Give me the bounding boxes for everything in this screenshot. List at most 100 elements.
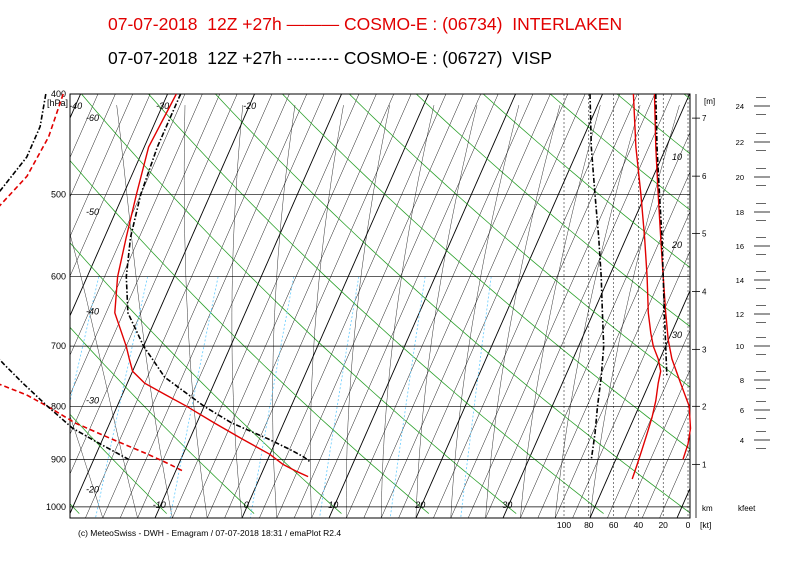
kfeet-label: 4	[740, 436, 744, 445]
height-axis-m-title: [m]	[704, 97, 715, 106]
kfeet-label: 22	[736, 138, 744, 147]
dry-adiabat-line	[683, 94, 690, 100]
temperature-left-label: -50	[86, 207, 99, 217]
title-visp: 07-07-2018 12Z +27h -·-·-·-·- COSMO-E : …	[108, 48, 552, 69]
series-line	[0, 93, 185, 473]
height-axis-m-label: 2	[702, 402, 707, 411]
isotherm-line	[589, 289, 690, 518]
kfeet-label: 14	[736, 276, 744, 285]
isotherm-line	[172, 94, 360, 518]
height-axis-m-label: 3	[702, 345, 707, 354]
pressure-tick-label: 500	[51, 190, 66, 200]
isotherm-line	[276, 94, 464, 518]
isotherm-line	[363, 94, 551, 518]
isotherm-line	[729, 94, 800, 518]
dry-adiabat-line	[70, 413, 167, 514]
wind-axis-label: [kt]	[700, 520, 711, 530]
wind-tick-label: 0	[686, 520, 691, 530]
wind-tick-label: 100	[557, 520, 571, 530]
mixing-ratio-line	[249, 276, 295, 518]
isotherm-line	[0, 94, 28, 518]
moist-adiabat-line	[415, 105, 478, 518]
pressure-tick-label: 800	[51, 401, 66, 411]
isotherm-line	[641, 408, 690, 518]
mixing-ratio-line	[319, 276, 360, 518]
title-2-station: VISP	[512, 48, 553, 68]
kfeet-label: 16	[736, 242, 744, 251]
pressure-tick-label: 400	[51, 89, 66, 99]
temperature-bottom-label: 20	[414, 500, 425, 510]
series-line	[589, 93, 605, 460]
plot-frame	[69, 93, 691, 519]
dry-adiabat-line	[81, 94, 517, 514]
dry-adiabat-line	[349, 94, 690, 388]
isotherm-line	[206, 94, 394, 518]
series-group	[0, 93, 692, 480]
moist-adiabat-line	[116, 105, 173, 518]
wind-tick-label: 60	[609, 520, 619, 530]
temperature-left-label: -30	[86, 396, 99, 406]
isotherm-line	[293, 94, 481, 518]
kfeet-label: 12	[736, 310, 744, 319]
kfeet-title: kfeet	[738, 504, 756, 513]
moist-adiabat-line	[555, 105, 641, 518]
pressure-tick-label: 900	[51, 454, 66, 464]
dry-adiabat-line	[70, 242, 342, 514]
isotherm-line	[102, 94, 290, 518]
isotherm-label: -30	[156, 101, 169, 111]
isotherm-line	[537, 171, 690, 518]
mixing-ratio-line	[95, 276, 148, 518]
isotherm-line	[311, 94, 499, 518]
kfeet-label: 6	[740, 406, 744, 415]
pressure-tick-label: 700	[51, 341, 66, 351]
km-label: km	[702, 504, 713, 513]
moist-adiabat-line	[231, 105, 243, 518]
isotherm-line	[764, 94, 800, 518]
height-axis-kfeet: 4 6 8 10 12 14 16 18 20 22 24 kfeet	[736, 97, 770, 513]
isotherm-label: -40	[69, 101, 82, 111]
isotherm-line	[70, 94, 238, 475]
wind-tick-label: 40	[634, 520, 644, 530]
isotherm-line	[0, 94, 46, 518]
pressure-axis-label: [hPa]	[47, 98, 68, 108]
mixing-ratio-line	[460, 276, 492, 518]
temperature-left-label: -20	[86, 484, 99, 494]
wind-region-label: 10	[672, 152, 682, 162]
moist-adiabat-line	[310, 105, 344, 518]
series-line	[655, 93, 668, 378]
title-1-run: 12Z +27h	[207, 14, 282, 34]
isotherm-line	[70, 94, 81, 120]
wind-tick-label: 20	[658, 520, 668, 530]
temperature-bottom-label: 0	[244, 500, 249, 510]
mixing-ratio-line	[169, 276, 219, 518]
isotherm-line	[0, 94, 11, 518]
isotherm-line	[433, 94, 621, 518]
isotherm-line	[70, 94, 255, 515]
isotherm-line	[70, 94, 116, 198]
isotherm-line	[380, 94, 568, 518]
isotherm-label: -20	[243, 101, 256, 111]
isotherm-line	[119, 94, 307, 518]
isotherm-line	[346, 94, 534, 518]
isotherm-line	[624, 369, 690, 518]
dry-adiabat-line	[215, 94, 690, 514]
series-line	[125, 93, 311, 463]
isotherm-line	[70, 94, 168, 317]
isotherm-line	[70, 94, 220, 435]
moist-adiabat-line	[381, 105, 435, 518]
dry-adiabat-line	[482, 94, 690, 269]
mixing-ratio-line	[389, 276, 426, 518]
isotherm-line	[398, 94, 586, 518]
isotherm-line	[224, 94, 412, 518]
isotherm-line	[328, 94, 516, 518]
isotherm-line	[70, 94, 186, 356]
series-line	[0, 93, 129, 461]
isotherm-line	[502, 94, 690, 518]
grid-group	[0, 94, 800, 518]
moist-adiabat-line	[70, 233, 138, 518]
footer-credit: (c) MeteoSwiss - DWH - Emagram / 07-07-2…	[78, 528, 342, 538]
series-line	[114, 93, 309, 478]
height-axis-m-label: 6	[702, 172, 707, 181]
height-axis-m-label: 7	[702, 114, 707, 123]
